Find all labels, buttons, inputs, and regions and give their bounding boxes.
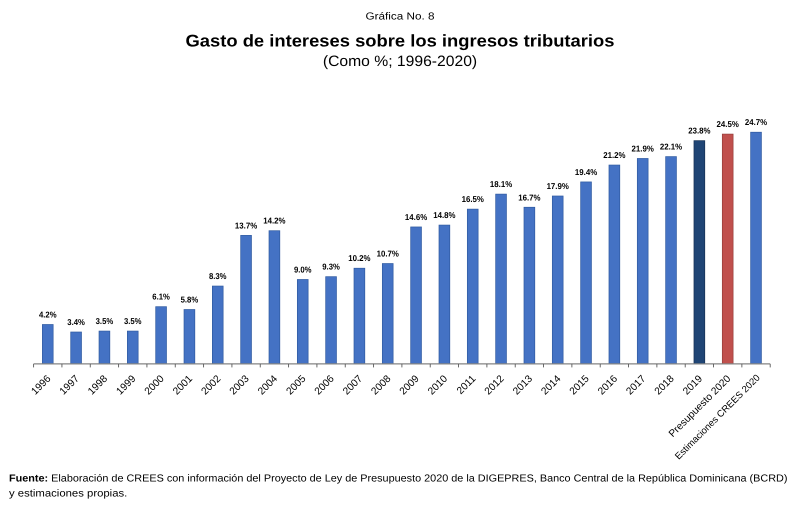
svg-text:10.2%: 10.2% (348, 253, 371, 263)
svg-text:6.1%: 6.1% (152, 292, 170, 302)
svg-text:16.5%: 16.5% (462, 194, 485, 204)
svg-text:3.5%: 3.5% (96, 316, 114, 326)
svg-text:4.2%: 4.2% (39, 310, 57, 320)
svg-text:17.9%: 17.9% (547, 181, 570, 191)
svg-text:3.4%: 3.4% (67, 317, 85, 327)
svg-text:24.7%: 24.7% (745, 117, 768, 127)
svg-text:3.5%: 3.5% (124, 316, 142, 326)
svg-text:9.3%: 9.3% (322, 262, 340, 272)
svg-text:Gráfica No. 8: Gráfica No. 8 (366, 12, 435, 23)
svg-text:y estimaciones propias.: y estimaciones propias. (9, 489, 127, 500)
svg-text:5.8%: 5.8% (181, 295, 199, 305)
svg-text:(Como %; 1996-2020): (Como %; 1996-2020) (323, 53, 477, 70)
svg-text:14.8%: 14.8% (433, 210, 456, 220)
svg-text:23.8%: 23.8% (688, 126, 711, 136)
svg-text:19.4%: 19.4% (575, 167, 598, 177)
svg-text:Gasto de intereses sobre los i: Gasto de intereses sobre los ingresos tr… (186, 32, 615, 51)
svg-text:16.7%: 16.7% (518, 192, 541, 202)
svg-text:24.5%: 24.5% (717, 119, 740, 129)
svg-text:22.1%: 22.1% (660, 142, 683, 152)
svg-text:8.3%: 8.3% (209, 271, 227, 281)
svg-text:14.6%: 14.6% (405, 212, 428, 222)
svg-text:10.7%: 10.7% (377, 249, 400, 259)
svg-text:21.9%: 21.9% (632, 143, 655, 153)
svg-text:18.1%: 18.1% (490, 179, 513, 189)
svg-text:21.2%: 21.2% (603, 150, 626, 160)
svg-text:9.0%: 9.0% (294, 264, 312, 274)
svg-text:14.2%: 14.2% (263, 216, 286, 226)
svg-text:Fuente: Elaboración de CREES c: Fuente: Elaboración de CREES con informa… (9, 473, 788, 484)
svg-text:13.7%: 13.7% (235, 220, 258, 230)
